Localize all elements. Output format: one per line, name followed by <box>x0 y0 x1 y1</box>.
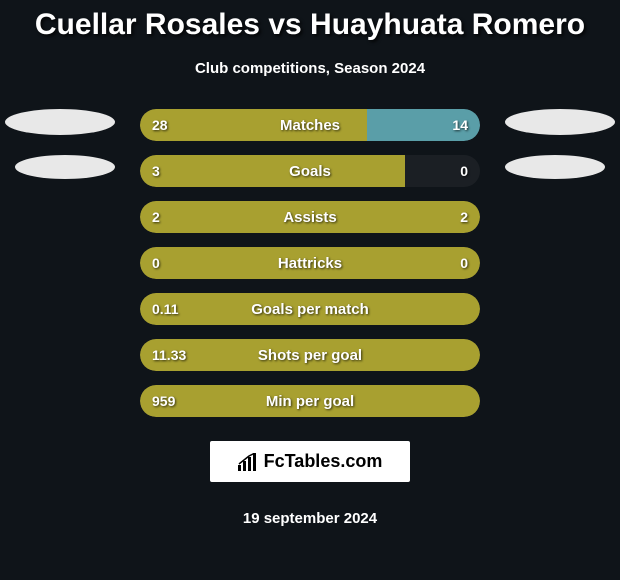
stat-value-right: 14 <box>452 117 468 133</box>
stat-row: 0 0 Hattricks <box>0 247 620 279</box>
stat-bar: 0 0 Hattricks <box>140 247 480 279</box>
date-label: 19 september 2024 <box>243 510 377 527</box>
stat-value-left: 0.11 <box>152 301 178 317</box>
stat-value-left: 28 <box>152 117 168 133</box>
stat-row: 2 2 Assists <box>0 201 620 233</box>
bar-left <box>140 155 405 187</box>
stat-value-right: 0 <box>460 255 468 271</box>
stat-label: Hattricks <box>278 255 342 272</box>
stat-bar: 28 14 Matches <box>140 109 480 141</box>
stat-label: Min per goal <box>266 393 354 410</box>
stat-label: Shots per goal <box>258 347 362 364</box>
stat-value-left: 0 <box>152 255 160 271</box>
page-title: Cuellar Rosales vs Huayhuata Romero <box>35 8 585 42</box>
stat-value-left: 959 <box>152 393 175 409</box>
stat-bar: 0.11 Goals per match <box>140 293 480 325</box>
stat-label: Goals <box>289 163 331 180</box>
brand-badge: FcTables.com <box>210 441 411 482</box>
stat-value-left: 3 <box>152 163 160 179</box>
stat-label: Goals per match <box>251 301 369 318</box>
stat-value-right: 2 <box>460 209 468 225</box>
stat-label: Matches <box>280 117 340 134</box>
stat-label: Assists <box>283 209 336 226</box>
stat-row: 28 14 Matches <box>0 109 620 141</box>
stat-value-right: 0 <box>460 163 468 179</box>
stat-bar: 2 2 Assists <box>140 201 480 233</box>
season-subtitle: Club competitions, Season 2024 <box>195 60 425 77</box>
stat-bar: 959 Min per goal <box>140 385 480 417</box>
stat-row: 11.33 Shots per goal <box>0 339 620 371</box>
stat-row: 0.11 Goals per match <box>0 293 620 325</box>
stat-row: 3 0 Goals <box>0 155 620 187</box>
stat-bar: 11.33 Shots per goal <box>140 339 480 371</box>
stats-chart: 28 14 Matches 3 0 Goals 2 2 Assists 0 0 Hattricks 0.… <box>0 109 620 417</box>
chart-icon <box>238 453 258 471</box>
brand-text: FcTables.com <box>264 451 383 472</box>
stat-bar: 3 0 Goals <box>140 155 480 187</box>
stat-row: 959 Min per goal <box>0 385 620 417</box>
stat-value-left: 11.33 <box>152 347 186 363</box>
stat-value-left: 2 <box>152 209 160 225</box>
comparison-card: Cuellar Rosales vs Huayhuata Romero Club… <box>0 0 620 580</box>
